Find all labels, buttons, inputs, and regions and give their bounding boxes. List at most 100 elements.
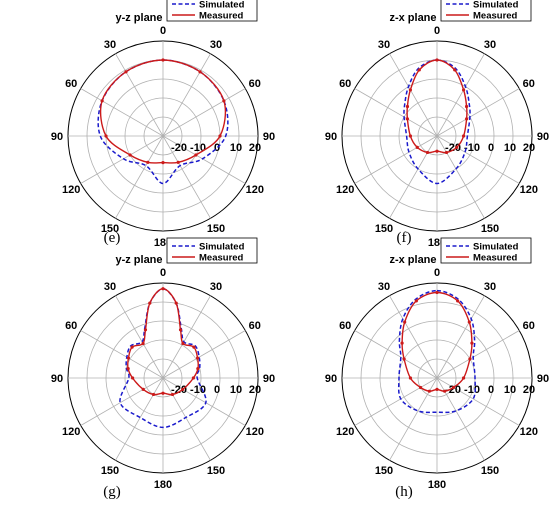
angle-tick-label: 150 <box>101 223 119 235</box>
measured-point <box>464 104 469 109</box>
grid-spoke <box>389 295 438 379</box>
grid-spoke <box>162 88 246 137</box>
radial-tick-label: -10 <box>464 142 480 154</box>
radial-tick-label: -10 <box>190 384 206 396</box>
angle-tick-label: 90 <box>537 373 549 385</box>
measured-point <box>146 160 150 164</box>
measured-point <box>427 389 431 393</box>
measured-point <box>192 345 196 349</box>
grid-spoke <box>354 135 438 184</box>
radial-tick-label: 20 <box>523 142 535 154</box>
plane-title: y-z plane <box>115 254 162 266</box>
legend-entry-measured: Measured <box>199 11 244 22</box>
grid-spoke <box>115 135 164 219</box>
measured-point <box>196 367 200 371</box>
plane-title: z-x plane <box>389 254 436 266</box>
angle-tick-label: 0 <box>434 267 440 279</box>
radial-tick-label: -20 <box>171 384 187 396</box>
angle-tick-label: 150 <box>481 465 499 477</box>
angle-tick-label: 120 <box>336 184 354 196</box>
radial-tick-label: 10 <box>504 384 516 396</box>
angle-tick-label: 150 <box>375 465 393 477</box>
grid-spoke <box>436 135 485 219</box>
angle-tick-label: 90 <box>263 131 275 143</box>
angle-tick-label: 150 <box>207 223 225 235</box>
radial-tick-label: 10 <box>230 142 242 154</box>
panel-label: (e) <box>104 230 121 246</box>
radial-tick-label: 10 <box>230 384 242 396</box>
legend-entry-measured: Measured <box>473 253 518 264</box>
measured-point <box>470 341 474 345</box>
angle-tick-label: 90 <box>325 131 337 143</box>
measured-point <box>170 392 175 397</box>
grid-spoke <box>162 377 211 461</box>
grid-spoke <box>354 88 438 137</box>
measured-point <box>453 68 457 72</box>
angle-tick-label: 30 <box>210 281 222 293</box>
measured-point <box>161 161 165 165</box>
radial-tick-label: -10 <box>190 142 206 154</box>
measured-point <box>462 88 466 92</box>
panel-label: (f) <box>397 230 412 246</box>
legend-entry-simulated: Simulated <box>473 242 519 253</box>
angle-tick-label: 180 <box>154 479 172 491</box>
measured-point <box>435 387 439 391</box>
measured-point <box>128 153 132 157</box>
panel-label: (g) <box>103 484 121 500</box>
measured-point <box>131 376 135 380</box>
series-simulated <box>397 289 477 414</box>
radial-tick-label: 0 <box>214 384 220 396</box>
measured-point <box>408 134 412 138</box>
angle-tick-label: 60 <box>249 320 261 332</box>
grid-spoke <box>162 53 211 137</box>
radial-tick-label: -20 <box>445 142 461 154</box>
measured-point <box>161 391 165 395</box>
angle-tick-label: 120 <box>246 184 264 196</box>
angle-tick-label: 120 <box>62 184 80 196</box>
measured-point <box>462 134 466 138</box>
grid-spoke <box>354 330 438 379</box>
measured-point <box>417 68 421 72</box>
measured-point <box>161 287 165 291</box>
angle-tick-label: 120 <box>62 426 80 438</box>
measured-point <box>191 376 195 380</box>
grid-spoke <box>436 88 520 137</box>
grid-spoke <box>162 330 246 379</box>
angle-tick-label: 150 <box>375 223 393 235</box>
angle-tick-label: 60 <box>249 78 261 90</box>
angle-tick-label: 60 <box>65 78 77 90</box>
radial-tick-label: -10 <box>464 384 480 396</box>
measured-point <box>444 150 449 155</box>
angle-tick-label: 60 <box>523 320 535 332</box>
angle-tick-label: 90 <box>537 131 549 143</box>
angle-tick-label: 60 <box>523 78 535 90</box>
measured-point <box>400 341 404 345</box>
measured-point <box>218 134 222 138</box>
measured-point <box>141 387 145 391</box>
measured-point <box>100 99 104 103</box>
measured-point <box>198 70 202 74</box>
measured-point <box>456 299 460 303</box>
angle-tick-label: 60 <box>339 78 351 90</box>
measured-point <box>455 145 459 149</box>
radial-tick-label: 0 <box>488 142 494 154</box>
measured-point <box>402 357 406 361</box>
panel-label: (h) <box>395 484 413 500</box>
measured-point <box>451 385 456 390</box>
angle-tick-label: 30 <box>484 281 496 293</box>
measured-point <box>181 387 185 391</box>
grid-spoke <box>162 377 246 426</box>
angle-tick-label: 30 <box>378 281 390 293</box>
measured-point <box>161 58 165 62</box>
grid-spoke <box>389 53 438 137</box>
measured-point <box>222 99 226 103</box>
angle-tick-label: 30 <box>210 39 222 51</box>
radial-tick-label: 0 <box>214 142 220 154</box>
legend-box <box>440 237 532 264</box>
angle-tick-label: 180 <box>428 479 446 491</box>
measured-point <box>408 88 412 92</box>
legend-box <box>166 237 258 264</box>
grid-spoke <box>115 53 164 137</box>
